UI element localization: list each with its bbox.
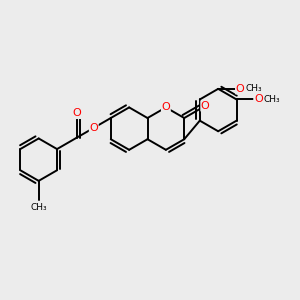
Text: O: O bbox=[89, 123, 98, 133]
Text: O: O bbox=[254, 94, 263, 104]
Text: CH₃: CH₃ bbox=[30, 203, 47, 212]
Text: O: O bbox=[72, 109, 81, 118]
Text: CH₃: CH₃ bbox=[245, 84, 262, 93]
Text: O: O bbox=[161, 102, 170, 112]
Text: O: O bbox=[236, 84, 244, 94]
Text: O: O bbox=[201, 101, 210, 111]
Text: CH₃: CH₃ bbox=[264, 95, 280, 104]
